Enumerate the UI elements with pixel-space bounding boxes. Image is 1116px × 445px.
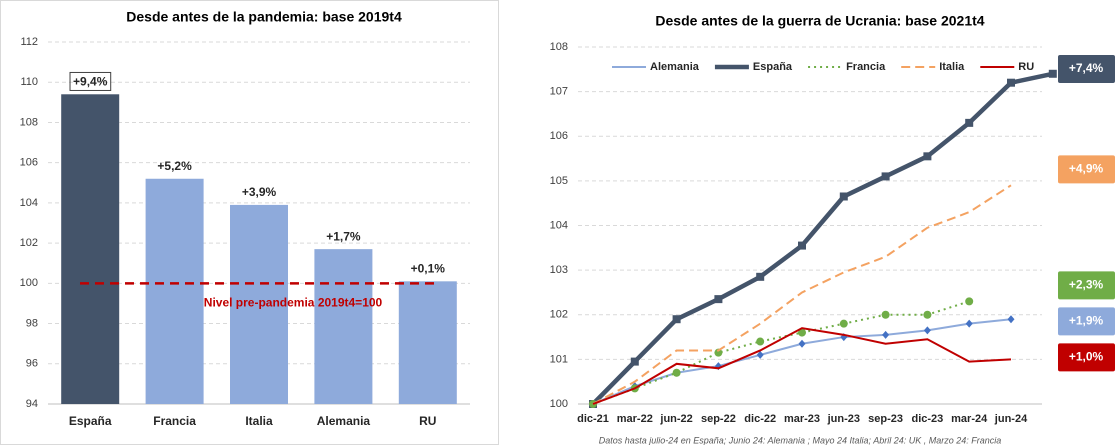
x-tick-label: mar-23 xyxy=(784,413,820,425)
marker xyxy=(714,295,723,304)
marker xyxy=(965,319,973,328)
legend-label: RU xyxy=(1018,61,1034,73)
x-tick-label: Italia xyxy=(245,414,273,428)
y-tick-label: 101 xyxy=(550,353,568,365)
marker xyxy=(965,297,974,306)
x-tick-label: mar-22 xyxy=(617,413,653,425)
y-tick-label: 103 xyxy=(550,264,568,276)
reference-label: Nivel pre-pandemia 2019t4=100 xyxy=(204,296,383,310)
y-tick-label: 106 xyxy=(20,157,38,169)
marker xyxy=(881,172,890,181)
end-badge-label: +4,9% xyxy=(1069,162,1104,176)
bar xyxy=(230,204,288,404)
marker xyxy=(672,315,681,324)
y-tick-label: 108 xyxy=(20,116,38,128)
marker xyxy=(1007,315,1015,324)
legend-label: Italia xyxy=(939,61,965,73)
footnote: Datos hasta julio-24 en España; Junio 24… xyxy=(599,435,1002,445)
x-tick-label: jun-24 xyxy=(994,413,1028,425)
y-tick-label: 102 xyxy=(20,237,38,249)
marker xyxy=(1007,78,1015,87)
y-tick-label: 107 xyxy=(550,86,568,98)
x-tick-label: RU xyxy=(419,414,436,428)
marker xyxy=(672,368,681,377)
value-label: +1,7% xyxy=(326,229,361,243)
y-tick-label: 96 xyxy=(26,358,38,370)
end-badge xyxy=(1058,271,1115,300)
bar xyxy=(145,178,204,404)
marker xyxy=(630,357,639,366)
value-label: +5,2% xyxy=(157,159,192,173)
x-tick-label: jun-22 xyxy=(659,413,692,425)
marker xyxy=(881,310,890,319)
end-badge xyxy=(1058,55,1115,83)
y-tick-label: 105 xyxy=(550,175,568,187)
marker xyxy=(839,319,848,328)
end-badge-label: +2,3% xyxy=(1069,278,1104,292)
value-label: +9,4% xyxy=(73,74,108,88)
y-tick-label: 108 xyxy=(550,41,568,53)
x-tick-label: España xyxy=(69,414,112,428)
end-badge xyxy=(1058,307,1115,336)
x-tick-label: dic-21 xyxy=(577,413,609,425)
y-tick-label: 100 xyxy=(20,277,38,289)
x-tick-label: sep-23 xyxy=(868,413,903,425)
series-line xyxy=(592,184,1012,405)
marker xyxy=(882,330,890,339)
marker xyxy=(798,328,806,337)
end-badge xyxy=(1058,343,1115,372)
series-line xyxy=(592,300,970,405)
x-tick-label: dic-23 xyxy=(912,413,944,425)
y-tick-label: 100 xyxy=(550,398,568,410)
marker xyxy=(923,310,932,319)
value-label: +3,9% xyxy=(242,185,277,199)
end-badge-label: +1,0% xyxy=(1069,350,1104,364)
legend-label: España xyxy=(753,61,793,73)
end-badge-label: +7,4% xyxy=(1069,61,1104,75)
marker xyxy=(714,348,723,357)
x-tick-label: dic-22 xyxy=(744,413,776,425)
bar xyxy=(398,281,457,404)
legend-label: Alemania xyxy=(650,61,700,73)
x-tick-label: Francia xyxy=(153,414,196,428)
marker xyxy=(923,326,931,335)
bar xyxy=(61,94,120,405)
end-badge xyxy=(1058,155,1115,184)
chart-title: Desde antes de la guerra de Ucrania: bas… xyxy=(655,13,984,29)
marker xyxy=(965,118,974,127)
y-tick-label: 104 xyxy=(20,197,38,209)
marker xyxy=(756,272,765,281)
y-tick-label: 112 xyxy=(20,36,38,48)
marker xyxy=(756,337,765,346)
marker xyxy=(839,192,848,201)
chart-title: Desde antes de la pandemia: base 2019t4 xyxy=(126,9,402,25)
marker xyxy=(923,152,932,161)
value-label: +0,1% xyxy=(411,261,446,275)
y-tick-label: 94 xyxy=(26,398,38,410)
y-tick-label: 104 xyxy=(550,219,568,231)
series-line xyxy=(592,327,1012,405)
marker xyxy=(1048,69,1057,78)
marker xyxy=(798,339,806,348)
y-tick-label: 110 xyxy=(20,76,38,88)
y-tick-label: 106 xyxy=(550,130,568,142)
x-tick-label: jun-23 xyxy=(827,413,860,425)
marker xyxy=(756,350,764,359)
x-tick-label: Alemania xyxy=(317,414,371,428)
legend-label: Francia xyxy=(846,61,886,73)
y-tick-label: 102 xyxy=(550,309,568,321)
bar xyxy=(314,249,373,404)
y-tick-label: 98 xyxy=(26,317,38,329)
series-line xyxy=(591,71,1054,406)
x-tick-label: mar-24 xyxy=(951,413,988,425)
marker xyxy=(798,241,806,250)
x-tick-label: sep-22 xyxy=(701,413,736,425)
value-label-box xyxy=(69,71,112,91)
end-badge-label: +1,9% xyxy=(1069,314,1104,328)
